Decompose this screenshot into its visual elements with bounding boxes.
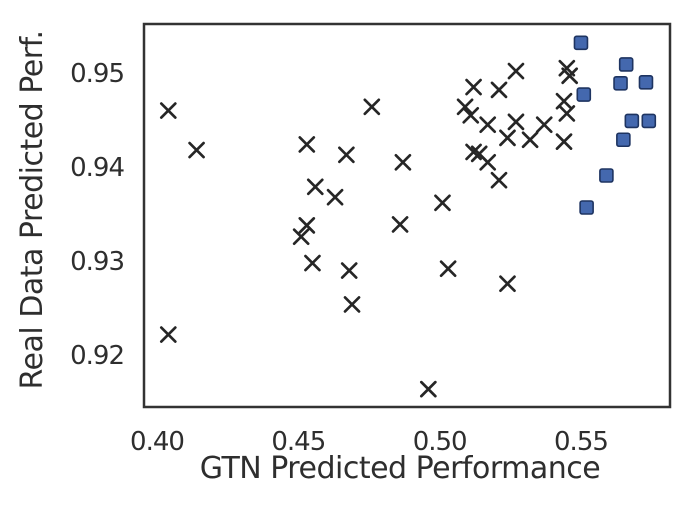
x-marker (499, 275, 516, 293)
x-marker (479, 116, 497, 134)
markers-layer (159, 35, 657, 398)
x-marker (188, 141, 205, 159)
x-marker (479, 153, 497, 171)
square-marker (624, 113, 640, 129)
x-marker (363, 98, 381, 116)
x-tick-label: 0.40 (130, 427, 184, 457)
x-marker (419, 380, 437, 398)
square-marker (579, 200, 594, 215)
x-marker (298, 217, 316, 234)
plot-border (142, 22, 672, 409)
y-tick-label: 0.92 (70, 341, 124, 371)
x-marker (394, 153, 412, 171)
x-axis-label: GTN Predicted Performance (200, 451, 600, 486)
square-marker (573, 35, 589, 51)
x-marker (306, 178, 324, 196)
x-marker (558, 105, 576, 122)
x-marker (521, 131, 539, 149)
x-marker (490, 171, 508, 189)
x-marker (304, 254, 321, 272)
x-tick-labels: 0.40 0.45 0.50 0.55 (130, 427, 609, 457)
y-axis-label: Real Data Predicted Perf. (15, 31, 50, 390)
square-marker (618, 57, 634, 72)
x-marker (507, 62, 525, 80)
x-marker (159, 102, 177, 119)
square-marker (638, 75, 654, 90)
x-marker (465, 78, 482, 96)
x-marker (490, 81, 508, 99)
y-tick-label: 0.94 (70, 153, 124, 183)
x-marker (292, 228, 310, 246)
x-marker (340, 262, 358, 279)
x-marker (507, 113, 525, 131)
y-tick-label: 0.95 (70, 59, 124, 89)
x-marker (456, 98, 474, 116)
x-marker (343, 296, 361, 313)
square-marker (599, 168, 614, 183)
x-marker (159, 326, 177, 343)
y-tick-label: 0.93 (70, 247, 124, 277)
x-marker (561, 67, 579, 85)
y-tick-labels: 0.92 0.93 0.94 0.95 (70, 59, 125, 371)
x-tick-label: 0.55 (554, 427, 608, 457)
x-marker (298, 136, 316, 153)
x-marker (338, 146, 355, 164)
square-marker (613, 75, 628, 91)
x-marker (434, 194, 451, 212)
square-marker (641, 113, 657, 129)
x-marker (499, 129, 516, 147)
x-tick-label: 0.50 (413, 427, 467, 457)
square-marker (616, 132, 631, 148)
x-marker (535, 116, 553, 134)
x-marker (326, 188, 344, 206)
square-marker (576, 87, 592, 102)
x-marker (555, 133, 573, 150)
x-marker (391, 216, 409, 233)
x-tick-label: 0.45 (271, 427, 325, 457)
x-marker (462, 106, 480, 124)
x-marker (439, 260, 457, 278)
